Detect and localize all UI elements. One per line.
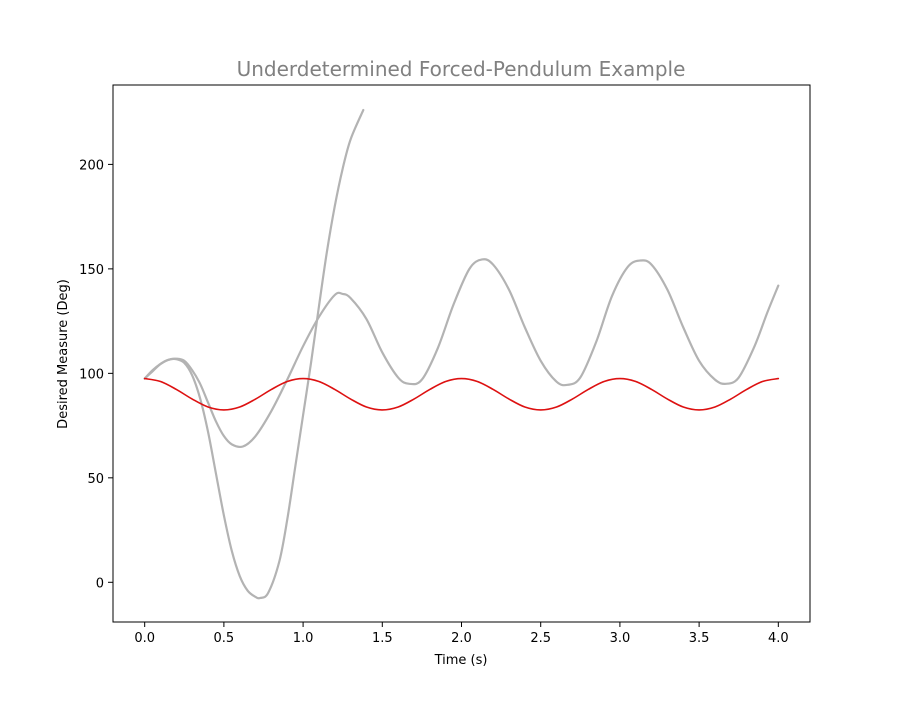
x-axis-label: Time (s): [434, 653, 488, 668]
y-tick-label: 150: [79, 263, 104, 278]
x-tick-label: 1.0: [293, 631, 314, 646]
chart-title: Underdetermined Forced-Pendulum Example: [237, 57, 686, 81]
y-tick-label: 200: [79, 158, 104, 173]
y-axis-ticks: 0 50 100 150 200: [79, 158, 113, 591]
reference-trajectory-line: [143, 377, 780, 411]
x-tick-label: 0.5: [214, 631, 235, 646]
x-tick-label: 1.5: [372, 631, 393, 646]
x-tick-label: 2.0: [451, 631, 472, 646]
y-tick-label: 0: [96, 576, 104, 591]
y-axis-label: Desired Measure (Deg): [56, 279, 71, 429]
series-lines: [143, 108, 780, 600]
x-tick-label: 2.5: [530, 631, 551, 646]
x-tick-label: 0.0: [134, 631, 155, 646]
x-tick-label: 4.0: [768, 631, 789, 646]
x-tick-label: 3.0: [610, 631, 631, 646]
y-tick-label: 100: [79, 367, 104, 382]
x-tick-label: 3.5: [689, 631, 710, 646]
x-axis-ticks: 0.0 0.5 1.0 1.5 2.0 2.5 3.0 3.5 4.0: [134, 622, 789, 646]
y-tick-label: 50: [87, 472, 104, 487]
